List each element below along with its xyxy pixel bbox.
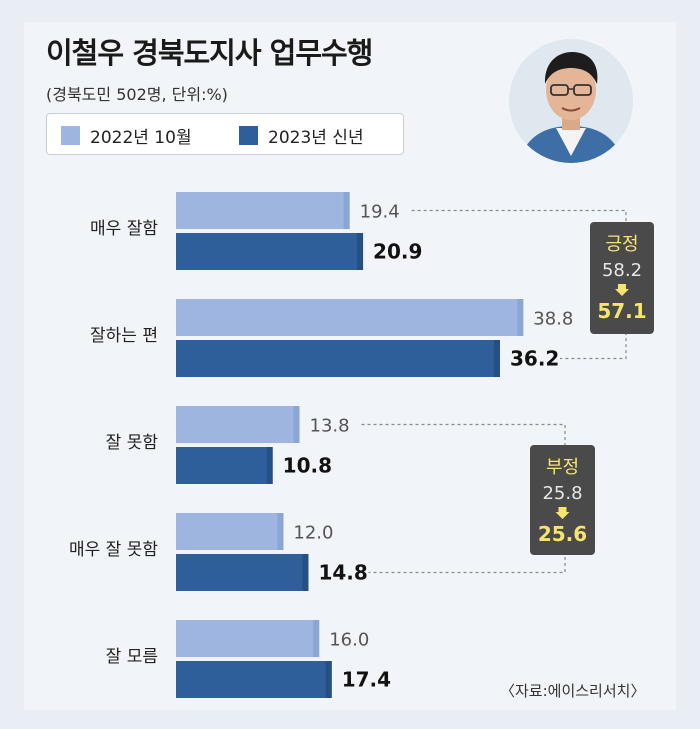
legend-swatch-2022 [61, 125, 80, 145]
bar-2022 [176, 406, 300, 443]
data-label-2023: 17.4 [342, 668, 391, 692]
bar-2022-edge [313, 620, 320, 657]
callout-box [590, 222, 654, 334]
bar-2022 [176, 620, 320, 657]
bar-2022-edge [517, 299, 524, 336]
source-note: 〈자료:에이스리서치〉 [500, 682, 646, 700]
callout-title: 부정 [546, 457, 579, 478]
data-label-2023: 10.8 [283, 454, 332, 478]
bar-2023 [176, 233, 364, 270]
down-arrow-icon [615, 284, 629, 296]
legend-item-2023: 2023년 신년 [239, 124, 364, 148]
bar-2023-edge [302, 554, 309, 591]
bar-2022 [176, 299, 524, 336]
callout-to: 25.6 [538, 522, 587, 546]
bar-2023-edge [357, 233, 364, 270]
callout-from: 58.2 [602, 260, 642, 281]
category-label: 잘 모름 [106, 647, 158, 667]
bar-2023 [176, 340, 500, 377]
category-label: 매우 잘함 [90, 219, 158, 239]
bar-2022 [176, 192, 350, 229]
legend: 2022년 10월 2023년 신년 [46, 113, 404, 155]
bar-2023 [176, 447, 273, 484]
category-label: 잘 못함 [106, 433, 159, 453]
callout-box [530, 445, 595, 555]
bar-2022 [176, 513, 284, 550]
bar-2022-edge [277, 513, 284, 550]
legend-item-2022: 2022년 10월 [61, 124, 192, 148]
legend-swatch-2023 [239, 125, 258, 145]
data-label-2023: 14.8 [318, 561, 367, 585]
data-label-2023: 36.2 [510, 347, 559, 371]
callout-to: 57.1 [597, 299, 646, 323]
data-label-2022: 19.4 [360, 202, 400, 223]
bar-2023 [176, 661, 332, 698]
callout-title: 긍정 [605, 234, 638, 255]
bar-2023 [176, 554, 309, 591]
category-label: 잘하는 편 [90, 326, 158, 346]
bar-2022-edge [343, 192, 350, 229]
bar-2023-edge [325, 661, 332, 698]
data-label-2022: 12.0 [293, 523, 333, 544]
category-label: 매우 잘 못함 [69, 540, 158, 560]
data-label-2022: 38.8 [533, 309, 573, 330]
data-label-2022: 13.8 [310, 416, 350, 437]
down-arrow-icon [555, 507, 570, 519]
bar-2023-edge [493, 340, 500, 377]
chart-title: 이철우 경북도지사 업무수행 [46, 36, 373, 70]
bar-2023-edge [266, 447, 273, 484]
callout-from: 25.8 [542, 483, 582, 504]
legend-label-2022: 2022년 10월 [90, 127, 192, 148]
bar-2022-edge [293, 406, 300, 443]
data-label-2022: 16.0 [329, 630, 369, 651]
chart-subtitle: (경북도민 502명, 단위:%) [46, 85, 228, 104]
data-label-2023: 20.9 [373, 240, 422, 264]
person-portrait-icon [509, 39, 633, 163]
legend-label-2023: 2023년 신년 [268, 127, 364, 148]
